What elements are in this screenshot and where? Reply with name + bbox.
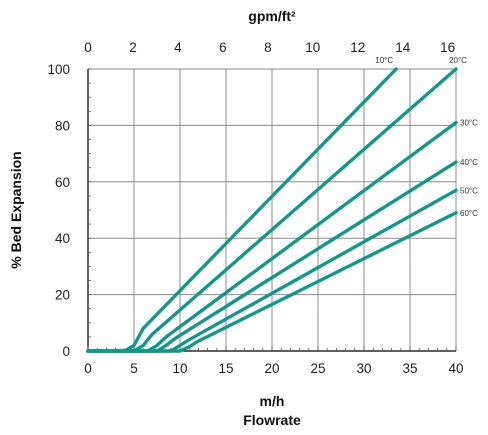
top-tick-label: 6	[219, 40, 227, 55]
x-tick-label: 35	[402, 361, 417, 376]
x-axis-unit-label: m/h	[260, 393, 285, 409]
labels: 0 5 10 15 20 25 30 35 40 0 2 4 6 8 10 12 14 16 0 20 40 60 80 10…	[47, 40, 478, 376]
x-tick-label: 40	[448, 361, 463, 376]
series-lines	[86, 67, 458, 353]
top-tick-label: 8	[264, 40, 272, 55]
y-tick-label: 0	[62, 344, 70, 359]
top-axis-title: gpm/ft²	[248, 8, 296, 24]
top-tick-label: 4	[174, 40, 182, 55]
x-tick-label: 20	[264, 361, 279, 376]
y-tick-label: 80	[55, 118, 70, 133]
top-tick-label: 0	[84, 40, 92, 55]
grid	[88, 68, 457, 351]
top-tick-label: 14	[395, 40, 411, 55]
x-tick-label: 15	[218, 361, 233, 376]
series-label: 30°C	[460, 119, 478, 128]
x-tick-label: 25	[310, 361, 325, 376]
top-tick-label: 2	[129, 40, 137, 55]
top-tick-label: 12	[350, 40, 365, 55]
series-line	[86, 211, 458, 353]
y-tick-label: 100	[47, 62, 70, 77]
x-tick-label: 5	[130, 361, 138, 376]
series-label: 60°C	[460, 209, 478, 218]
top-tick-label: 10	[305, 40, 320, 55]
top-tick-label: 16	[440, 40, 455, 55]
x-tick-label: 30	[356, 361, 371, 376]
series-label: 10°C	[375, 56, 393, 65]
y-axis-title: % Bed Expansion	[8, 151, 24, 268]
x-tick-label: 10	[172, 361, 187, 376]
y-tick-label: 20	[55, 288, 70, 303]
x-tick-label: 0	[84, 361, 92, 376]
x-axis-title: Flowrate	[243, 412, 301, 428]
y-tick-label: 40	[55, 231, 70, 246]
series-label: 50°C	[460, 186, 478, 195]
series-label: 40°C	[460, 158, 478, 167]
series-label: 20°C	[449, 56, 467, 65]
y-tick-label: 60	[55, 175, 70, 190]
